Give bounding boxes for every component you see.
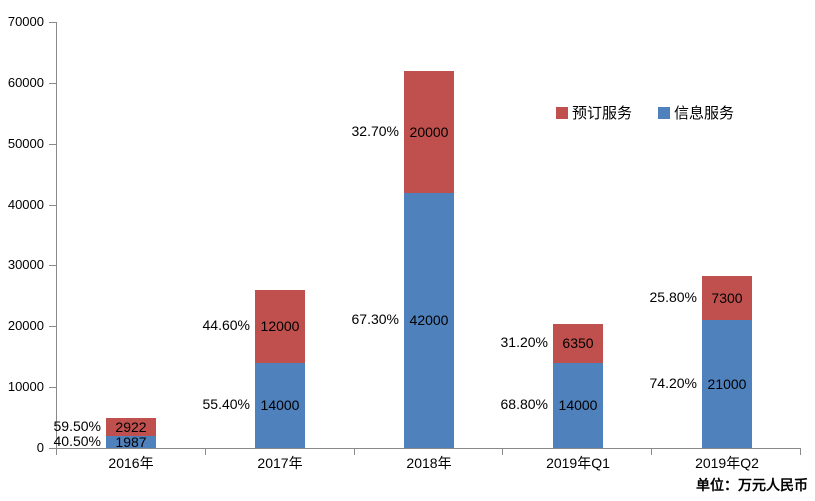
x-axis-category-label: 2019年Q1 <box>546 455 610 471</box>
y-axis-tick-label: 0 <box>36 440 44 455</box>
bar-segment-info-service-2018 <box>404 192 454 448</box>
value-label-info-service-2018: 42000 <box>409 312 449 328</box>
x-axis-category-label: 2018年 <box>406 455 452 471</box>
x-tick-mark <box>502 449 503 455</box>
legend: 预订服务 信息服务 <box>556 102 734 123</box>
value-label-info-service-2019q1: 14000 <box>558 397 598 413</box>
bar-segment-info-service-2017 <box>255 363 305 448</box>
pct-label-booking-service-2019q2: 25.80% <box>649 289 697 305</box>
x-axis-category-label: 2019年Q2 <box>695 455 759 471</box>
y-axis-tick-label: 20000 <box>7 318 44 333</box>
value-label-info-service-2017: 14000 <box>260 397 300 413</box>
x-tick-mark <box>354 449 355 455</box>
y-axis-tick-label: 70000 <box>7 14 44 29</box>
bar-segment-booking-service-2019q2 <box>702 276 752 320</box>
x-axis-category-label: 2016年 <box>108 455 154 471</box>
value-label-info-service-2019q2: 21000 <box>707 376 747 392</box>
y-tick-mark <box>49 326 56 327</box>
bar-segment-info-service-2016 <box>106 436 156 448</box>
legend-label-info-service: 信息服务 <box>674 105 735 122</box>
y-tick-mark <box>49 265 56 266</box>
y-tick-mark <box>49 448 56 449</box>
x-tick-mark <box>651 449 652 455</box>
value-label-booking-service-2019q1: 6350 <box>562 335 594 351</box>
y-tick-mark <box>49 205 56 206</box>
pct-label-info-service-2019q1: 68.80% <box>500 396 548 412</box>
y-axis-tick-label: 10000 <box>7 379 44 394</box>
y-tick-mark <box>49 22 56 23</box>
value-label-booking-service-2016: 2922 <box>115 419 147 435</box>
y-axis-tick-label: 50000 <box>7 136 44 151</box>
pct-label-booking-service-2017: 44.60% <box>202 317 250 333</box>
pct-label-info-service-2019q2: 74.20% <box>649 375 697 391</box>
y-axis-tick-label: 30000 <box>7 257 44 272</box>
y-tick-mark <box>49 387 56 388</box>
legend-item-info-service: 信息服务 <box>658 102 734 123</box>
bar-segment-booking-service-2016 <box>106 418 156 436</box>
x-tick-mark <box>800 449 801 455</box>
pct-label-booking-service-2018: 32.70% <box>351 123 399 139</box>
x-tick-mark <box>205 449 206 455</box>
y-tick-mark <box>49 144 56 145</box>
bar-segment-info-service-2019q1 <box>553 363 603 448</box>
y-axis-line <box>56 22 57 449</box>
legend-swatch-info-service <box>658 106 671 119</box>
bar-segment-booking-service-2017 <box>255 290 305 363</box>
pct-label-info-service-2018: 67.30% <box>351 311 399 327</box>
pct-label-info-service-2016: 40.50% <box>53 433 101 449</box>
x-tick-mark <box>56 449 57 455</box>
pct-label-info-service-2017: 55.40% <box>202 396 250 412</box>
pct-label-booking-service-2019q1: 31.20% <box>500 334 548 350</box>
y-axis-tick-label: 40000 <box>7 197 44 212</box>
unit-note: 单位：万元人民币 <box>696 477 808 493</box>
bar-segment-booking-service-2019q1 <box>553 324 603 363</box>
y-tick-mark <box>49 83 56 84</box>
x-axis-line <box>56 448 801 449</box>
value-label-booking-service-2017: 12000 <box>260 318 300 334</box>
value-label-booking-service-2019q2: 7300 <box>711 290 743 306</box>
value-label-booking-service-2018: 20000 <box>409 124 449 140</box>
value-label-info-service-2016: 1987 <box>115 434 147 450</box>
bar-segment-booking-service-2018 <box>404 71 454 193</box>
pct-label-booking-service-2016: 59.50% <box>53 418 101 434</box>
legend-label-booking-service: 预订服务 <box>572 105 633 122</box>
x-axis-category-label: 2017年 <box>257 455 303 471</box>
bar-segment-info-service-2019q2 <box>702 320 752 448</box>
legend-swatch-booking-service <box>556 106 568 119</box>
legend-item-booking-service: 预订服务 <box>556 102 632 123</box>
y-axis-tick-label: 60000 <box>7 75 44 90</box>
